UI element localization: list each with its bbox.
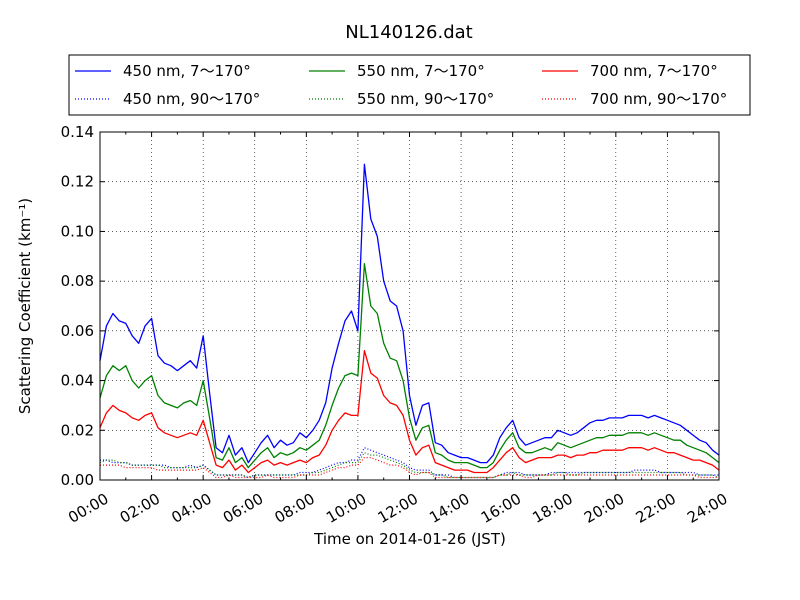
x-tick-label: 20:00	[581, 490, 627, 527]
series-line-2	[99, 263, 720, 469]
x-tick-label: 22:00	[633, 490, 679, 527]
y-tick-label: 0.06	[61, 322, 94, 340]
legend-label-0: 450 nm, 7～170°	[123, 62, 251, 80]
x-tick-label: 12:00	[375, 490, 421, 527]
y-tick-label: 0.02	[61, 421, 94, 439]
x-axis-label: Time on 2014-01-26 (JST)	[313, 530, 506, 548]
y-tick-label: 0.08	[61, 272, 94, 290]
chart-title: NL140126.dat	[345, 22, 472, 43]
grid	[100, 132, 719, 480]
y-axis-label: Scattering Coefficient (km⁻¹)	[16, 198, 34, 414]
legend: 450 nm, 7～170° 550 nm, 7～170° 700 nm, 7～17…	[68, 54, 751, 116]
series-line-4	[99, 350, 720, 474]
legend-label-3: 550 nm, 90～170°	[357, 90, 494, 108]
legend-label-1: 450 nm, 90～170°	[123, 90, 260, 108]
axis-ticks: 00:00 02:00 04:00 06:00 08:00 10:00 12:00 14:00…	[61, 123, 731, 527]
x-tick-label: 14:00	[426, 490, 472, 527]
x-tick-label: 08:00	[271, 490, 317, 527]
y-tick-label: 0.00	[61, 471, 94, 489]
x-tick-label: 10:00	[323, 490, 369, 527]
legend-label-4: 700 nm, 7～170°	[590, 62, 718, 80]
series-line-3	[99, 452, 720, 479]
series-line-0	[99, 163, 720, 464]
x-tick-label: 04:00	[168, 490, 214, 527]
series-layer	[99, 163, 720, 479]
x-tick-label: 02:00	[117, 490, 163, 527]
y-tick-label: 0.10	[61, 222, 94, 240]
legend-label-5: 700 nm, 90～170°	[590, 90, 727, 108]
x-tick-label: 00:00	[65, 490, 111, 527]
x-tick-label: 18:00	[529, 490, 575, 527]
y-tick-label: 0.14	[61, 123, 94, 141]
legend-box	[68, 54, 751, 116]
x-tick-label: 06:00	[220, 490, 266, 527]
x-tick-label: 24:00	[684, 490, 730, 527]
x-tick-label: 16:00	[478, 490, 524, 527]
y-tick-label: 0.12	[61, 173, 94, 191]
y-tick-label: 0.04	[61, 372, 94, 390]
legend-label-2: 550 nm, 7～170°	[357, 62, 485, 80]
